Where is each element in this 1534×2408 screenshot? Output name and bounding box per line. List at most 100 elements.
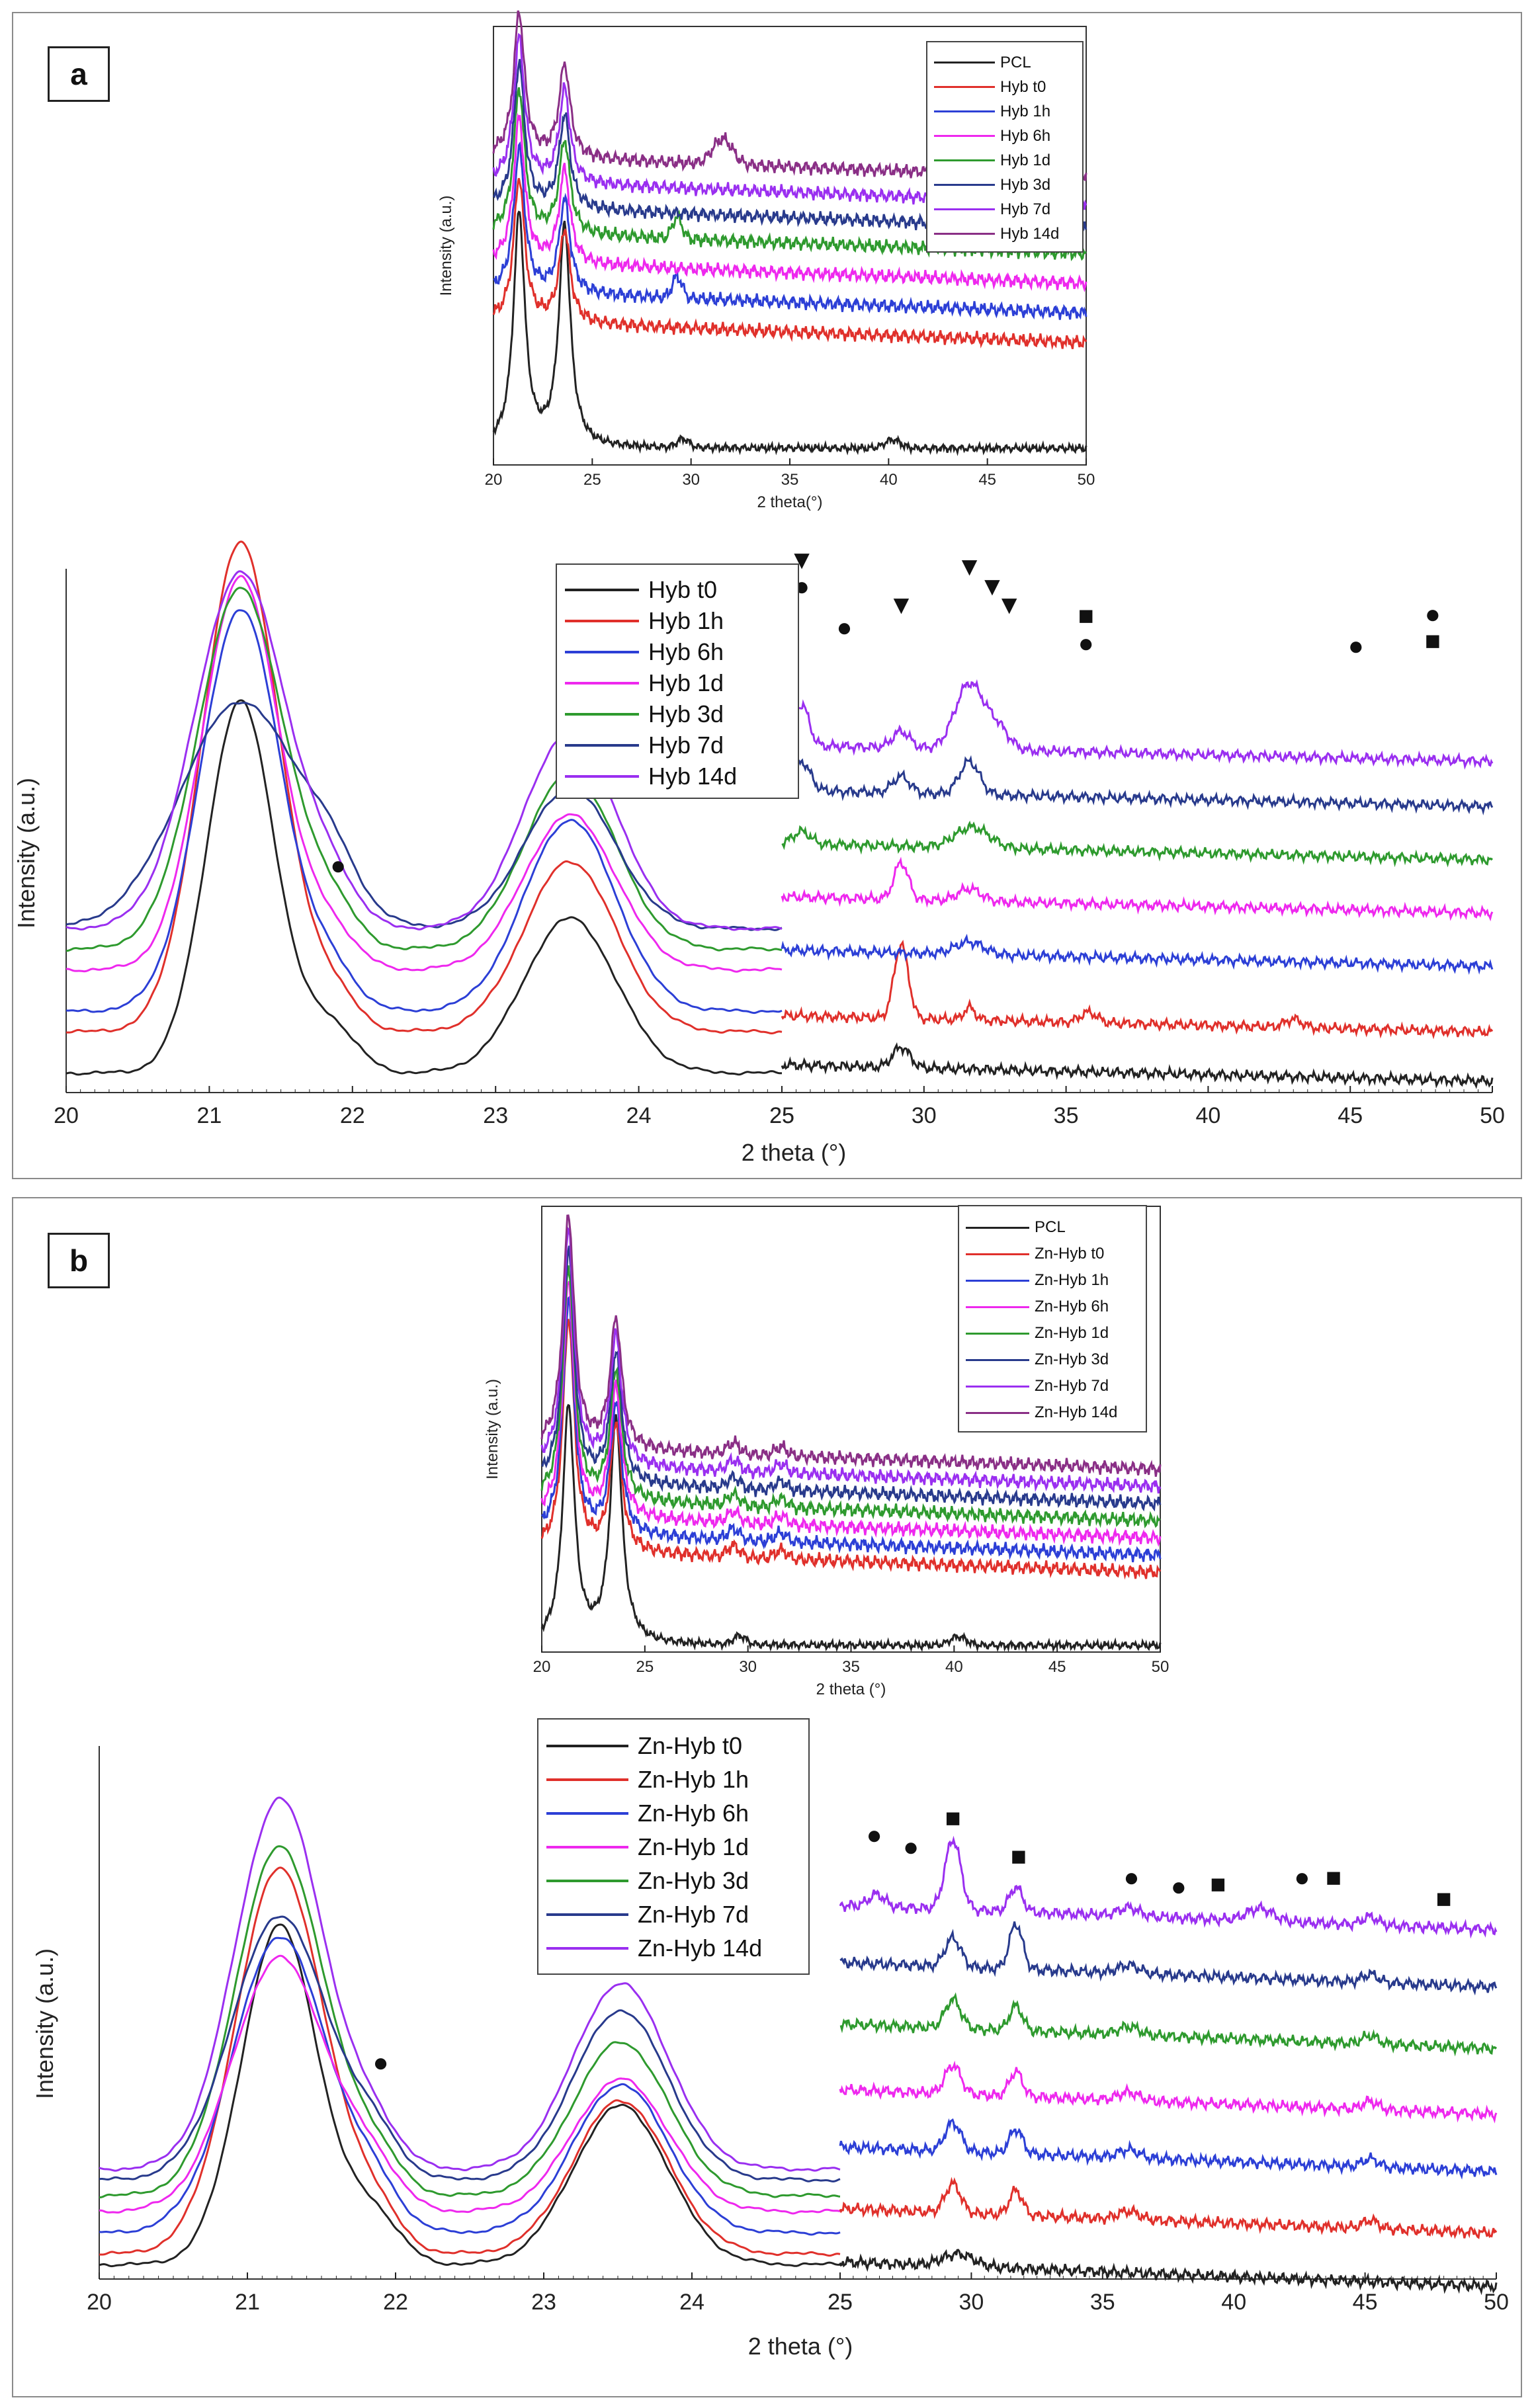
legend-label: Hyb 1d bbox=[648, 669, 724, 696]
legend-swatch bbox=[934, 184, 995, 186]
legend-label: Zn-Hyb 1h bbox=[1035, 1271, 1109, 1289]
series-line-pcl bbox=[492, 210, 1087, 456]
x-tick-label: 45 bbox=[1338, 1103, 1363, 1128]
series-line-zn-hyb-1d bbox=[540, 1265, 1161, 1529]
legend-swatch bbox=[934, 159, 995, 161]
x-tick-label: 45 bbox=[1353, 2290, 1378, 2315]
annotation-marker: ● bbox=[373, 2048, 389, 2077]
series-line-hyb-6h bbox=[65, 609, 783, 1015]
legend-label: PCL bbox=[1000, 53, 1031, 71]
legend-swatch bbox=[546, 1744, 628, 1747]
legend-a-inset: PCL Hyb t0 Hyb 1h Hyb 6h Hyb 1d Hyb 3d Hyb 7d H… bbox=[926, 41, 1084, 253]
annotation-marker: ■ bbox=[1326, 1863, 1342, 1892]
series-line-zn-hyb-t0 bbox=[99, 1923, 841, 2268]
x-tick-label: 25 bbox=[769, 1103, 794, 1128]
legend-a-main: Hyb t0 Hyb 1h Hyb 6h Hyb 1d Hyb 3d Hyb 7d Hyb … bbox=[556, 563, 799, 799]
series-line-hyb-1h bbox=[493, 141, 1087, 320]
legend-label: Zn-Hyb 7d bbox=[1035, 1377, 1109, 1395]
x-tick-label: 23 bbox=[531, 2290, 556, 2315]
legend-label: Zn-Hyb 14d bbox=[638, 1934, 763, 1962]
legend-entry: Hyb 7d bbox=[934, 197, 1076, 222]
inset-b-ylabel: Intensity (a.u.) bbox=[484, 1379, 501, 1479]
legend-swatch bbox=[966, 1226, 1029, 1229]
x-tick-label: 35 bbox=[1054, 1103, 1079, 1128]
series-line-zn-hyb-3d bbox=[541, 1245, 1162, 1512]
x-tick-label: 35 bbox=[1090, 2290, 1115, 2315]
series-line-hyb-14d bbox=[65, 570, 783, 931]
annotation-marker: ● bbox=[330, 851, 346, 880]
x-tick-label: 20 bbox=[533, 1658, 551, 1676]
series-line-hyb-7d bbox=[65, 701, 783, 931]
legend-entry: Hyb t0 bbox=[565, 574, 790, 605]
legend-swatch bbox=[934, 208, 995, 210]
series-line-hyb-7d bbox=[781, 755, 1494, 815]
legend-label: Zn-Hyb 7d bbox=[638, 1900, 749, 1928]
series-line-zn-hyb-1d bbox=[839, 2060, 1498, 2124]
legend-label: Hyb 1h bbox=[1000, 102, 1051, 120]
legend-swatch bbox=[565, 681, 639, 685]
legend-label: Hyb 6h bbox=[1000, 126, 1051, 145]
panel-label-b: b bbox=[48, 1233, 110, 1288]
legend-swatch bbox=[934, 135, 995, 137]
series-line-hyb-1d bbox=[781, 856, 1494, 922]
legend-swatch bbox=[546, 1946, 628, 1950]
legend-label: Hyb t0 bbox=[1000, 77, 1046, 96]
x-tick-label: 25 bbox=[828, 2290, 853, 2315]
series-line-hyb-t0 bbox=[492, 178, 1087, 351]
x-tick-label: 20 bbox=[485, 471, 503, 489]
series-line-hyb-1d bbox=[65, 575, 783, 973]
x-tick-label: 30 bbox=[739, 1658, 757, 1676]
x-tick-label: 40 bbox=[945, 1658, 963, 1676]
legend-entry: Zn-Hyb 7d bbox=[546, 1897, 800, 1931]
legend-label: Hyb 6h bbox=[648, 638, 724, 665]
legend-entry: Hyb 3d bbox=[565, 698, 790, 729]
legend-label: Hyb 3d bbox=[1000, 175, 1051, 194]
x-tick-label: 21 bbox=[235, 2290, 260, 2315]
legend-entry: Hyb 14d bbox=[565, 761, 790, 792]
series-line-zn-hyb-6h bbox=[839, 2118, 1498, 2180]
x-tick-label: 30 bbox=[682, 471, 700, 489]
legend-entry: Zn-Hyb 7d bbox=[966, 1373, 1139, 1399]
legend-swatch bbox=[565, 743, 639, 747]
series-line-hyb-t0 bbox=[781, 1042, 1494, 1089]
series-line-zn-hyb-6h bbox=[540, 1280, 1162, 1547]
legend-swatch bbox=[934, 62, 995, 63]
x-tick-label: 40 bbox=[1221, 2290, 1246, 2315]
x-tick-label: 50 bbox=[1152, 1658, 1170, 1676]
inset-a-ylabel: Intensity (a.u.) bbox=[437, 195, 455, 296]
legend-entry: Hyb 7d bbox=[565, 729, 790, 761]
legend-entry: Hyb 1h bbox=[934, 99, 1076, 124]
legend-label: Hyb 14d bbox=[648, 762, 738, 790]
legend-label: Zn-Hyb 1h bbox=[638, 1765, 749, 1793]
series-line-hyb-6h bbox=[781, 933, 1494, 975]
annotation-marker: ● bbox=[1294, 1863, 1310, 1892]
annotation-marker: ▼ bbox=[996, 591, 1023, 620]
legend-swatch bbox=[966, 1385, 1029, 1388]
legend-entry: Zn-Hyb 14d bbox=[966, 1399, 1139, 1426]
legend-label: Zn-Hyb 6h bbox=[638, 1799, 749, 1827]
inset-b-xlabel: 2 theta (°) bbox=[816, 1681, 886, 1698]
legend-label: Zn-Hyb 1d bbox=[638, 1833, 749, 1860]
legend-label: Zn-Hyb 1d bbox=[1035, 1324, 1109, 1342]
legend-label: Zn-Hyb 6h bbox=[1035, 1298, 1109, 1315]
x-tick-label: 50 bbox=[1484, 2290, 1509, 2315]
legend-swatch bbox=[966, 1332, 1029, 1335]
legend-swatch bbox=[966, 1253, 1029, 1255]
legend-swatch bbox=[546, 1879, 628, 1882]
legend-swatch bbox=[934, 86, 995, 88]
annotation-marker: ▼ bbox=[957, 552, 983, 581]
legend-entry: Zn-Hyb 1h bbox=[546, 1763, 800, 1796]
annotation-marker: ■ bbox=[1210, 1870, 1226, 1899]
legend-label: Hyb 7d bbox=[1000, 200, 1051, 218]
main-b-xlabel: 2 theta (°) bbox=[748, 2333, 853, 2360]
series-line-hyb-14d bbox=[781, 679, 1494, 770]
x-tick-label: 25 bbox=[636, 1658, 654, 1676]
x-tick-label: 22 bbox=[340, 1103, 365, 1128]
legend-label: Zn-Hyb 3d bbox=[1035, 1350, 1109, 1368]
legend-entry: Zn-Hyb 6h bbox=[966, 1294, 1139, 1320]
annotation-marker: ● bbox=[1171, 1872, 1187, 1901]
x-tick-label: 40 bbox=[880, 471, 898, 489]
legend-entry: Hyb 1d bbox=[565, 667, 790, 698]
series-line-hyb-3d bbox=[66, 587, 783, 952]
